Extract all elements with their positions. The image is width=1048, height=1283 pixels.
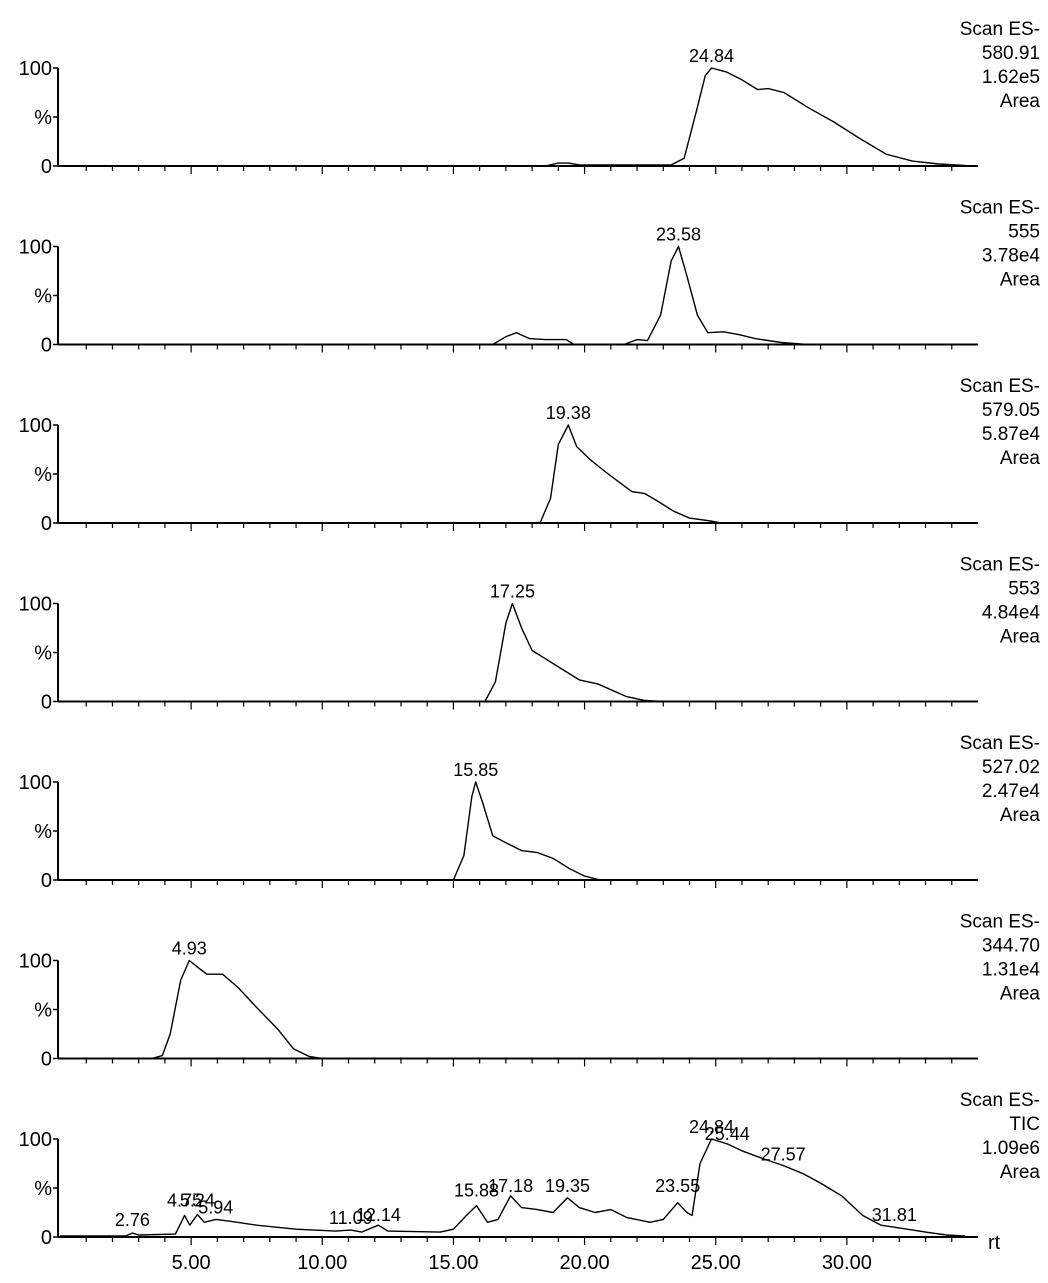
x-tick-label: 25.00 bbox=[691, 1252, 741, 1274]
trace-info-line: 2.47e4 bbox=[982, 781, 1041, 802]
trace-info-line: Area bbox=[1000, 627, 1041, 648]
trace-info-line: Area bbox=[1000, 91, 1041, 112]
chromatogram-panel-1: 100% 0 24.84 Scan ES- 580.91 1.62e5 Area bbox=[19, 19, 1041, 178]
peak-label: 23.55 bbox=[655, 1176, 700, 1196]
peak-label: 24.84 bbox=[689, 1117, 734, 1137]
trace-info-line: 344.70 bbox=[982, 936, 1040, 957]
y-tick-label: % bbox=[34, 821, 52, 843]
y-tick-label: 0 bbox=[41, 335, 52, 357]
trace-line bbox=[60, 424, 965, 524]
trace-line bbox=[60, 245, 965, 346]
peak-label: 24.84 bbox=[689, 46, 734, 66]
trace-line bbox=[60, 67, 965, 167]
trace-info-line: 5.87e4 bbox=[982, 424, 1041, 445]
chromatogram-panel-5: 100% 0 15.85 Scan ES- 527.02 2.47e4 Area bbox=[19, 733, 1041, 892]
trace-info-line: Scan ES- bbox=[960, 19, 1040, 40]
y-tick-label: 0 bbox=[41, 156, 52, 178]
trace-line bbox=[60, 602, 965, 703]
peak-label: 19.38 bbox=[546, 403, 591, 423]
trace-info-line: Scan ES- bbox=[960, 1090, 1040, 1111]
peak-label: 17.18 bbox=[488, 1176, 533, 1196]
peak-label: 15.85 bbox=[453, 760, 498, 780]
y-tick-label: 100 bbox=[19, 1129, 52, 1151]
y-tick-label: 100 bbox=[19, 951, 52, 973]
trace-info-line: Area bbox=[1000, 1162, 1041, 1183]
chromatogram-panel-3: 100% 0 19.38 Scan ES- 579.05 5.87e4 Area bbox=[19, 376, 1041, 535]
peak-label: 5.24 bbox=[180, 1191, 215, 1211]
trace-info-line: 580.91 bbox=[982, 43, 1040, 64]
peak-label: 4.93 bbox=[172, 939, 207, 959]
y-tick-label: 100 bbox=[19, 772, 52, 794]
peak-label: 15.88 bbox=[454, 1181, 499, 1201]
trace-info-line: Scan ES- bbox=[960, 555, 1040, 576]
peak-label: 17.25 bbox=[490, 582, 535, 602]
y-tick-label: 0 bbox=[41, 1227, 52, 1249]
trace-info-line: 555 bbox=[1008, 222, 1040, 243]
chromatogram-panel-2: 100% 0 23.58 Scan ES- 555 3.78e4 Area bbox=[19, 198, 1041, 357]
trace-line bbox=[60, 781, 965, 881]
y-tick-label: % bbox=[34, 286, 52, 308]
y-tick-label: 100 bbox=[19, 594, 52, 616]
x-tick-label: 30.00 bbox=[822, 1252, 872, 1274]
trace-info-line: 1.31e4 bbox=[982, 960, 1041, 981]
trace-info-line: 1.62e5 bbox=[982, 67, 1040, 88]
trace-info-line: Area bbox=[1000, 270, 1041, 291]
trace-info-line: Scan ES- bbox=[960, 733, 1040, 754]
y-tick-label: % bbox=[34, 1178, 52, 1200]
y-tick-label: 100 bbox=[19, 237, 52, 259]
x-tick-label: 15.00 bbox=[428, 1252, 478, 1274]
y-tick-label: % bbox=[34, 464, 52, 486]
x-axis-end-label: rt bbox=[988, 1232, 1001, 1254]
trace-info-line: Scan ES- bbox=[960, 376, 1040, 397]
y-tick-label: 0 bbox=[41, 870, 52, 892]
peak-label: 27.57 bbox=[761, 1144, 806, 1164]
peak-label: 25.44 bbox=[705, 1124, 750, 1144]
y-tick-label: % bbox=[34, 1000, 52, 1022]
y-tick-label: 100 bbox=[19, 58, 52, 80]
y-tick-label: 100 bbox=[19, 415, 52, 437]
y-tick-label: 0 bbox=[41, 1049, 52, 1071]
trace-info-line: Area bbox=[1000, 984, 1041, 1005]
x-tick-label: 10.00 bbox=[297, 1252, 347, 1274]
trace-info-line: Area bbox=[1000, 805, 1041, 826]
trace-info-line: TIC bbox=[1009, 1114, 1040, 1135]
peak-label: 23.58 bbox=[656, 225, 701, 245]
x-tick-label: 20.00 bbox=[560, 1252, 610, 1274]
trace-info-line: 553 bbox=[1008, 579, 1040, 600]
peak-label: 4.75 bbox=[167, 1191, 202, 1211]
peak-label: 2.76 bbox=[115, 1210, 150, 1230]
trace-info-line: 3.78e4 bbox=[982, 246, 1041, 267]
y-tick-label: % bbox=[34, 643, 52, 665]
trace-line bbox=[60, 1138, 965, 1237]
trace-line bbox=[60, 959, 965, 1060]
chromatogram-panel-4: 100% 0 17.25 Scan ES- 553 4.84e4 Area bbox=[19, 555, 1041, 714]
y-tick-label: % bbox=[34, 107, 52, 129]
peak-label: 11.09 bbox=[329, 1208, 373, 1228]
peak-label: 5.94 bbox=[198, 1197, 233, 1217]
trace-info-line: Scan ES- bbox=[960, 198, 1040, 219]
trace-info-line: 527.02 bbox=[982, 757, 1040, 778]
peak-label: 12.14 bbox=[356, 1205, 401, 1225]
y-tick-label: 0 bbox=[41, 513, 52, 535]
peak-label: 31.81 bbox=[872, 1205, 917, 1225]
x-tick-label: 5.00 bbox=[172, 1252, 211, 1274]
trace-info-line: Scan ES- bbox=[960, 912, 1040, 933]
trace-info-line: 1.09e6 bbox=[982, 1138, 1040, 1159]
trace-info-line: 4.84e4 bbox=[982, 603, 1041, 624]
trace-info-line: Area bbox=[1000, 448, 1041, 469]
y-tick-label: 0 bbox=[41, 692, 52, 714]
trace-info-line: 579.05 bbox=[982, 400, 1040, 421]
chromatogram-panel-6: 100% 0 4.93 Scan ES- 344.70 1.31e4 Area bbox=[19, 912, 1041, 1071]
peak-label: 19.35 bbox=[545, 1176, 590, 1196]
